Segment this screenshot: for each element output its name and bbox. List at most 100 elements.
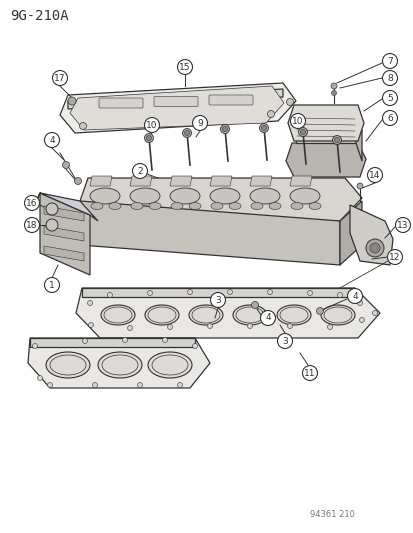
Polygon shape (60, 83, 295, 133)
Ellipse shape (90, 188, 120, 204)
Circle shape (24, 196, 39, 211)
Circle shape (47, 383, 52, 387)
Circle shape (162, 337, 167, 343)
Polygon shape (209, 176, 231, 186)
Circle shape (316, 308, 323, 314)
Circle shape (46, 219, 58, 231)
Circle shape (247, 324, 252, 328)
Ellipse shape (249, 188, 279, 204)
Ellipse shape (170, 188, 199, 204)
Text: 9G-210A: 9G-210A (10, 9, 69, 23)
Polygon shape (249, 176, 271, 186)
Circle shape (298, 127, 307, 136)
Polygon shape (355, 113, 361, 161)
Circle shape (146, 135, 151, 141)
Ellipse shape (290, 203, 302, 209)
Circle shape (24, 217, 39, 232)
Circle shape (286, 99, 293, 106)
Text: 4: 4 (265, 313, 270, 322)
Polygon shape (44, 226, 84, 241)
Polygon shape (80, 178, 361, 221)
Ellipse shape (209, 188, 240, 204)
Circle shape (44, 278, 59, 293)
Polygon shape (289, 176, 311, 186)
Ellipse shape (171, 203, 183, 209)
Circle shape (287, 324, 292, 328)
Circle shape (347, 288, 362, 303)
Ellipse shape (211, 203, 223, 209)
Text: 9: 9 (197, 118, 202, 127)
Text: 16: 16 (26, 198, 38, 207)
Text: 14: 14 (368, 171, 380, 180)
Circle shape (387, 249, 401, 264)
Ellipse shape (320, 305, 354, 325)
Text: 3: 3 (281, 336, 287, 345)
Circle shape (367, 167, 382, 182)
Text: 6: 6 (386, 114, 392, 123)
Polygon shape (80, 201, 339, 265)
Polygon shape (285, 143, 365, 177)
Text: 12: 12 (388, 253, 400, 262)
Circle shape (307, 290, 312, 295)
Circle shape (222, 126, 227, 132)
Circle shape (192, 343, 197, 349)
Ellipse shape (149, 203, 161, 209)
Circle shape (300, 130, 305, 134)
Circle shape (38, 376, 43, 381)
Circle shape (382, 110, 396, 125)
Ellipse shape (91, 203, 103, 209)
Circle shape (184, 131, 189, 135)
Circle shape (88, 322, 93, 327)
Circle shape (33, 343, 38, 349)
Circle shape (372, 311, 377, 316)
Circle shape (52, 70, 67, 85)
Circle shape (137, 383, 142, 387)
Ellipse shape (233, 305, 266, 325)
Polygon shape (295, 113, 355, 143)
FancyBboxPatch shape (154, 96, 197, 107)
Circle shape (382, 70, 396, 85)
Circle shape (382, 91, 396, 106)
Circle shape (251, 302, 258, 309)
Circle shape (177, 383, 182, 387)
Text: 4: 4 (351, 292, 357, 301)
Ellipse shape (131, 203, 142, 209)
Text: 3: 3 (215, 295, 221, 304)
Polygon shape (40, 193, 90, 275)
Text: 18: 18 (26, 221, 38, 230)
Circle shape (220, 125, 229, 133)
Polygon shape (76, 288, 379, 338)
Circle shape (277, 334, 292, 349)
Polygon shape (44, 206, 84, 221)
FancyBboxPatch shape (99, 98, 142, 108)
Ellipse shape (308, 203, 320, 209)
Text: 10: 10 (146, 120, 157, 130)
Circle shape (79, 123, 86, 130)
Circle shape (382, 53, 396, 69)
Polygon shape (68, 89, 282, 109)
Circle shape (187, 289, 192, 295)
Polygon shape (287, 105, 363, 141)
Ellipse shape (276, 305, 310, 325)
Circle shape (68, 97, 76, 105)
Circle shape (44, 133, 59, 148)
Ellipse shape (101, 305, 135, 325)
Ellipse shape (289, 188, 319, 204)
Circle shape (132, 164, 147, 179)
Circle shape (357, 301, 362, 305)
Circle shape (331, 91, 336, 95)
Circle shape (394, 217, 410, 232)
Polygon shape (130, 176, 152, 186)
Circle shape (227, 289, 232, 295)
Circle shape (122, 337, 127, 343)
Circle shape (182, 128, 191, 138)
Circle shape (358, 318, 363, 322)
Circle shape (127, 326, 132, 330)
Polygon shape (295, 113, 361, 131)
Ellipse shape (189, 305, 223, 325)
Circle shape (267, 289, 272, 295)
Polygon shape (28, 338, 209, 388)
Polygon shape (90, 176, 112, 186)
Ellipse shape (268, 203, 280, 209)
Polygon shape (44, 246, 84, 261)
